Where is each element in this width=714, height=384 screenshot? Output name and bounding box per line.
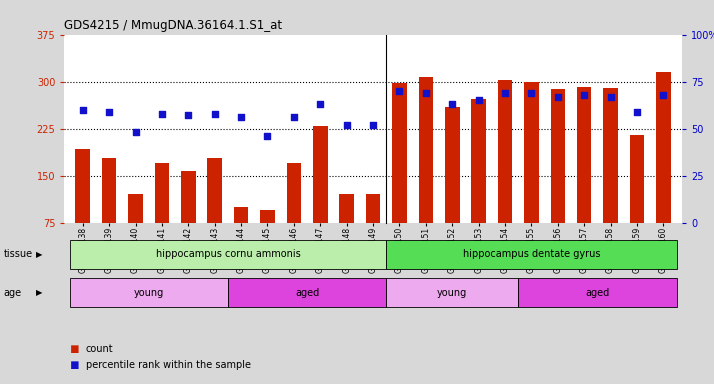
Bar [69,278,228,308]
Bar [471,99,486,223]
Point [367,122,378,128]
Bar [445,107,460,223]
Bar [366,195,381,223]
Point [130,129,141,136]
Bar [524,82,538,223]
Point [631,109,643,115]
Point [236,114,247,121]
Bar [69,240,386,269]
Text: aged: aged [295,288,319,298]
Point [446,101,458,107]
Bar [234,207,248,223]
Text: young: young [437,288,468,298]
Bar [656,71,670,223]
Point [209,111,221,117]
Point [341,122,353,128]
Bar [286,163,301,223]
Point [77,107,89,113]
Text: ■: ■ [64,344,80,354]
Bar [208,158,222,223]
Text: hippocampus dentate gyrus: hippocampus dentate gyrus [463,249,600,260]
Point [473,98,484,104]
Bar [386,278,518,308]
Text: percentile rank within the sample: percentile rank within the sample [86,360,251,370]
Point [393,88,405,94]
Bar [577,87,591,223]
Bar [76,149,90,223]
Text: ▶: ▶ [36,250,42,259]
Point [104,109,115,115]
Point [183,113,194,119]
Bar [603,88,618,223]
Point [420,90,431,96]
Text: ▶: ▶ [36,288,42,297]
Bar [155,163,169,223]
Bar [102,158,116,223]
Bar [313,126,328,223]
Bar [550,89,565,223]
Bar [228,278,386,308]
Text: GDS4215 / MmugDNA.36164.1.S1_at: GDS4215 / MmugDNA.36164.1.S1_at [64,19,282,32]
Text: age: age [4,288,21,298]
Bar [518,278,677,308]
Bar [630,135,644,223]
Bar [339,195,354,223]
Text: ■: ■ [64,360,80,370]
Point [605,94,616,100]
Point [499,90,511,96]
Bar [418,76,433,223]
Bar [260,210,275,223]
Point [658,92,669,98]
Bar [129,195,143,223]
Text: tissue: tissue [4,249,33,260]
Point [156,111,168,117]
Point [552,94,563,100]
Text: aged: aged [585,288,610,298]
Text: count: count [86,344,114,354]
Text: hippocampus cornu ammonis: hippocampus cornu ammonis [156,249,301,260]
Point [526,90,537,96]
Point [578,92,590,98]
Point [262,133,273,139]
Point [315,101,326,107]
Point [288,114,300,121]
Bar [498,80,512,223]
Bar [392,83,407,223]
Bar [181,171,196,223]
Text: young: young [134,288,164,298]
Bar [386,240,677,269]
